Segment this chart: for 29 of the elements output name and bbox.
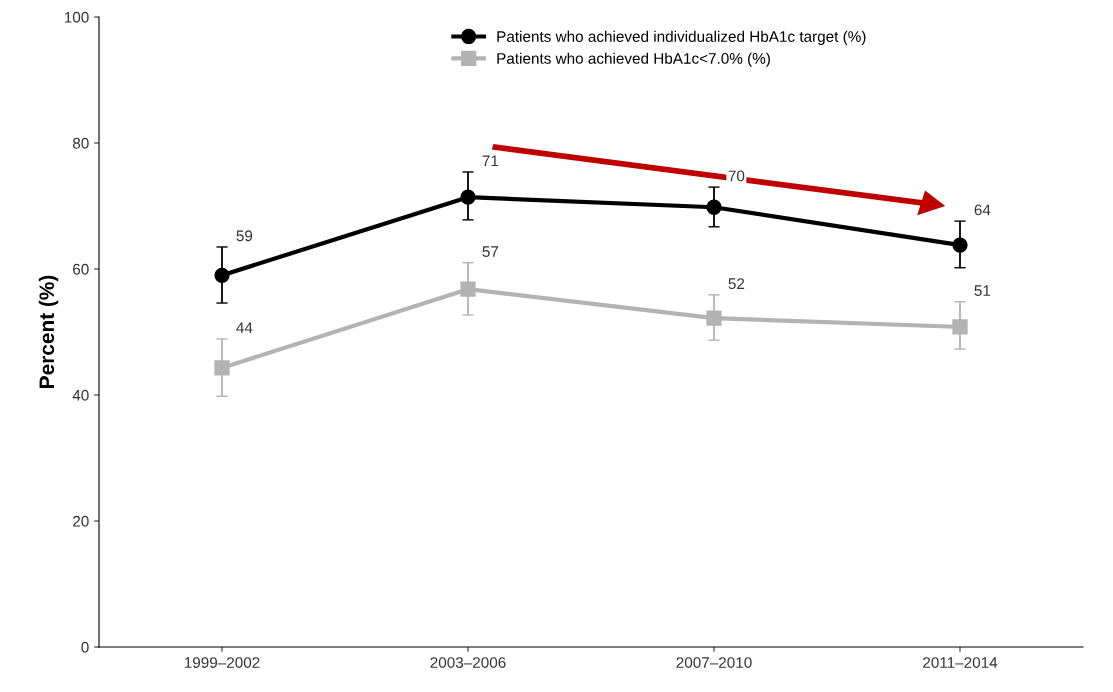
y-tick-label: 40 — [72, 389, 89, 401]
x-tick-label: 2007–2010 — [676, 657, 752, 668]
point — [706, 199, 722, 215]
point — [214, 360, 230, 376]
data-label: 64 — [974, 204, 991, 216]
y-tick-label: 20 — [73, 515, 89, 527]
x-tick-label: 1999–2002 — [184, 657, 260, 668]
data-label: 57 — [482, 246, 499, 257]
y-tick-label: 100 — [64, 11, 89, 23]
point — [214, 267, 230, 283]
data-label: 51 — [974, 285, 991, 296]
legend-label: Patients who achieved individualized HbA1c target (%) — [497, 30, 866, 45]
y-tick-label: 60 — [73, 263, 89, 275]
data-label: 70 — [728, 170, 745, 182]
point — [706, 310, 722, 326]
data-label: 71 — [482, 155, 499, 167]
point — [952, 237, 968, 253]
x-tick-label: 2011–2014 — [923, 657, 998, 668]
data-label: 52 — [728, 278, 745, 290]
data-label: 44 — [236, 322, 253, 333]
y-tick-label: 0 — [81, 641, 89, 653]
y-tick-label: 80 — [72, 137, 89, 149]
point — [460, 189, 476, 205]
point — [952, 319, 968, 335]
data-label: 59 — [236, 230, 253, 242]
point — [460, 281, 476, 297]
x-tick-label: 2003–2006 — [430, 657, 506, 668]
legend-label: Patients who achieved HbA1c<7.0% (%) — [497, 52, 770, 67]
y-axis-title: Percent (%) — [38, 275, 59, 388]
